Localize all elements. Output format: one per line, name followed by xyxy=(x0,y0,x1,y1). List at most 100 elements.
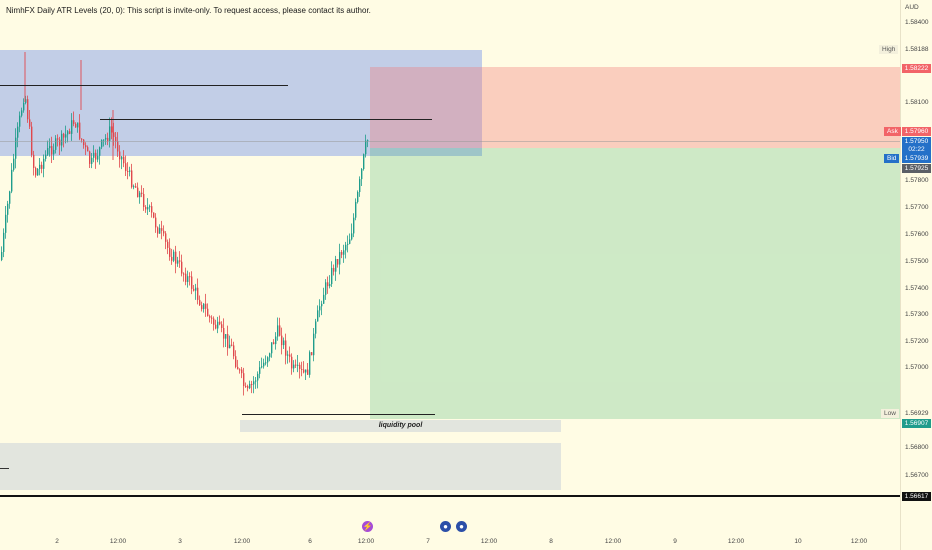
candle-body xyxy=(177,260,179,264)
candle-body xyxy=(317,310,319,322)
candle-body xyxy=(47,148,49,155)
candle-body xyxy=(117,141,119,152)
candle-body xyxy=(181,261,183,274)
candle-body xyxy=(197,287,199,300)
candle-body xyxy=(311,352,313,356)
horizontal-level-line[interactable] xyxy=(0,495,900,497)
candle-body xyxy=(225,334,227,339)
candle-body xyxy=(241,369,243,374)
resistance-line-2[interactable] xyxy=(100,119,432,120)
candle-body xyxy=(81,138,83,140)
entry-price-tag: 1.57925 xyxy=(902,164,931,173)
candle-body xyxy=(139,192,141,198)
candle-body xyxy=(149,206,151,208)
candle-body xyxy=(17,126,19,138)
candle-body xyxy=(171,256,173,261)
candle-body xyxy=(341,252,343,255)
candle-body xyxy=(123,156,125,164)
candle-body xyxy=(95,152,97,160)
candle-body xyxy=(359,179,361,193)
price-tick: 1.57700 xyxy=(905,204,929,211)
candle-body xyxy=(301,368,303,370)
price-tick: 1.57800 xyxy=(905,177,929,184)
candle-body xyxy=(61,133,63,146)
candle-body xyxy=(169,247,171,257)
candle-body xyxy=(133,186,135,188)
candle-body xyxy=(7,203,9,215)
price-tick: 1.57200 xyxy=(905,338,929,345)
au-flag-icon[interactable]: ● xyxy=(440,521,451,532)
candle-body xyxy=(49,146,51,149)
candle-body xyxy=(9,191,11,204)
candle-body xyxy=(283,340,285,346)
candle-body xyxy=(141,192,143,195)
candle-body xyxy=(205,303,207,309)
candle-body xyxy=(1,252,3,260)
candle-body xyxy=(239,369,241,371)
time-axis[interactable]: 2 12:00 3 12:00 6 12:00 7 12:00 8 12:00 9 12:00 10 12… xyxy=(0,518,900,550)
candle-body xyxy=(363,154,365,170)
resistance-line-1[interactable] xyxy=(0,85,288,86)
candle-body xyxy=(353,217,355,234)
time-tick: 12:00 xyxy=(480,538,498,545)
candle-body xyxy=(137,187,139,198)
candle-body xyxy=(143,194,145,207)
candle-body xyxy=(285,340,287,356)
candle-body xyxy=(327,282,329,287)
lightning-icon[interactable]: ⚡ xyxy=(362,521,373,532)
candle-body xyxy=(51,146,53,155)
candle-body xyxy=(215,324,217,329)
candle-body xyxy=(243,373,245,387)
candle-body xyxy=(135,186,137,188)
candle-body xyxy=(255,380,257,382)
candle-body xyxy=(55,138,57,150)
candle-body xyxy=(269,353,271,358)
candle-body xyxy=(191,276,193,289)
candle-body xyxy=(267,357,269,363)
price-tick: 1.57300 xyxy=(905,311,929,318)
currency-label: AUD xyxy=(905,4,919,11)
candle-body xyxy=(57,138,59,140)
candle-body xyxy=(29,119,31,127)
candle-body xyxy=(107,137,109,141)
liquidity-box-lower[interactable] xyxy=(0,443,561,490)
candle-body xyxy=(79,122,81,139)
time-tick: 12:00 xyxy=(727,538,745,545)
liquidity-line[interactable] xyxy=(242,414,435,415)
candle-body xyxy=(63,133,65,138)
candle-body xyxy=(229,344,231,349)
countdown-tag: 02:22 xyxy=(902,145,931,154)
au-flag-icon[interactable]: ● xyxy=(456,521,467,532)
candle-body xyxy=(271,342,273,354)
candle-body xyxy=(279,325,281,336)
indicator-title: NimhFX Daily ATR Levels (20, 0): This sc… xyxy=(6,6,371,15)
small-level-mark xyxy=(0,468,9,469)
candle-body xyxy=(69,131,71,134)
candle-body xyxy=(289,354,291,357)
candle-body xyxy=(195,287,197,291)
candle-body xyxy=(249,383,251,389)
candle-body xyxy=(125,163,127,172)
take-profit-zone[interactable] xyxy=(370,148,900,419)
candle-body xyxy=(105,137,107,140)
candle-body xyxy=(335,258,337,272)
candle-body xyxy=(365,140,367,155)
candle-body xyxy=(281,335,283,346)
stop-loss-zone[interactable] xyxy=(370,67,900,148)
target-price-tag: 1.56907 xyxy=(902,419,931,428)
candle-body xyxy=(319,306,321,311)
candle-body xyxy=(131,170,133,188)
candle-body xyxy=(233,345,235,357)
price-axis[interactable]: AUD 1.58400 1.58100 1.57800 1.57700 1.57600 1… xyxy=(879,0,932,550)
candle-body xyxy=(167,241,169,248)
candle-body xyxy=(85,145,87,148)
price-tick: 1.57500 xyxy=(905,258,929,265)
candle-body xyxy=(193,288,195,291)
candle-body xyxy=(355,201,357,218)
time-tick: 2 xyxy=(55,538,59,545)
chart-pane[interactable]: liquidity pool NimhFX Daily ATR Levels (… xyxy=(0,0,900,518)
candle-body xyxy=(173,251,175,261)
candlestick-series xyxy=(1,52,369,396)
candle-body xyxy=(97,155,99,160)
